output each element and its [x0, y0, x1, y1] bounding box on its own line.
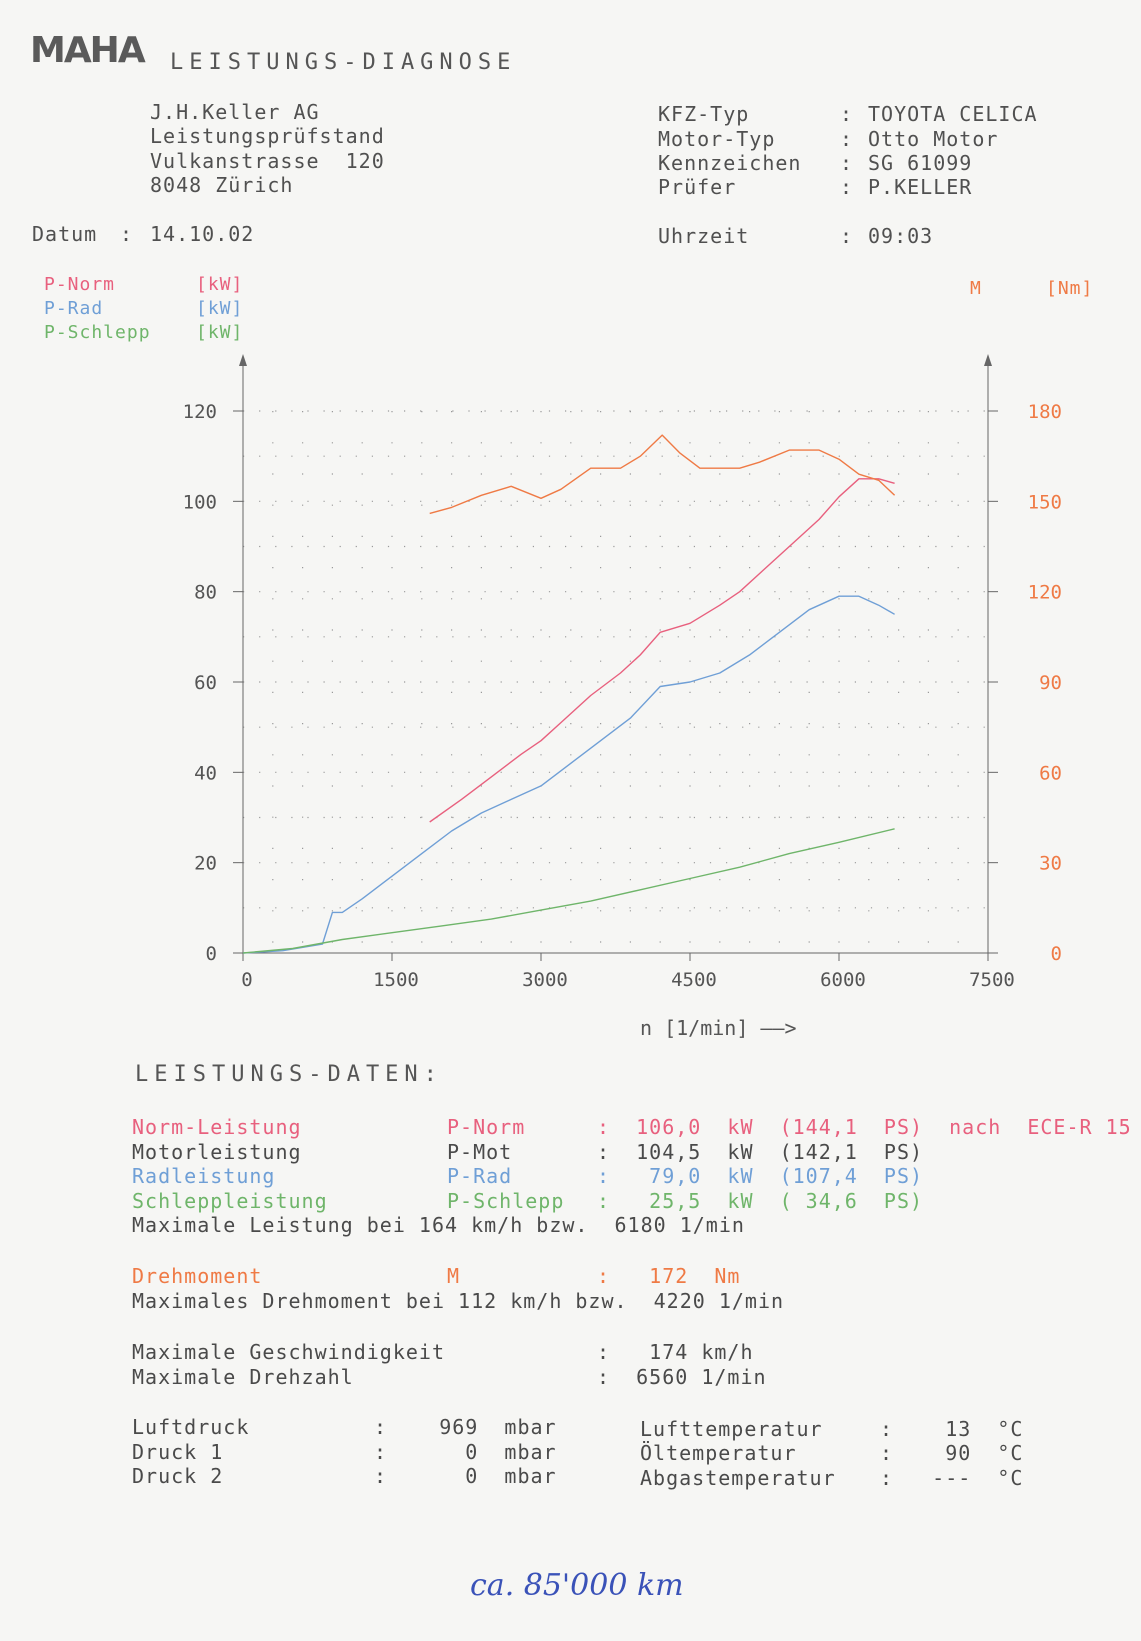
- legend-p-norm-unit: [kW]: [196, 274, 244, 295]
- field-sep: :: [120, 222, 134, 246]
- company-line-2: Leistungsprüfstand: [150, 124, 385, 148]
- legend-p-rad-name: P-Rad: [44, 298, 104, 319]
- daten-sym-norm: P-Norm: [447, 1115, 526, 1139]
- druck1-label: Druck 1: [132, 1440, 224, 1464]
- daten-value-mot: : 104,5 kW (142,1 PS): [597, 1140, 924, 1164]
- field-label-motor-typ: Motor-Typ: [658, 127, 776, 151]
- oeltemp-value: : 90 °C: [880, 1441, 1024, 1465]
- x-tick-label: 0: [241, 969, 252, 991]
- y-tick-label-left: 20: [194, 853, 217, 875]
- y-tick-label-left: 60: [194, 672, 217, 694]
- datum-value: 14.10.02: [150, 222, 255, 246]
- field-sep: :: [840, 102, 854, 126]
- lufttemp-label: Lufttemperatur: [640, 1417, 823, 1441]
- handwritten-note: ca. 85'000 km: [470, 1568, 684, 1603]
- luftdruck-label: Luftdruck: [132, 1415, 250, 1439]
- y-tick-label-left: 100: [183, 491, 217, 513]
- field-value-pruefer: P.KELLER: [868, 175, 973, 199]
- x-tick-label: 4500: [671, 969, 717, 991]
- oeltemp-label: Öltemperatur: [640, 1441, 797, 1465]
- y-axis-left-arrow: [239, 354, 247, 366]
- druck2-label: Druck 2: [132, 1464, 224, 1488]
- y-tick-label-right: 150: [1028, 491, 1062, 513]
- field-label-pruefer: Prüfer: [658, 175, 737, 199]
- field-value-kfz-typ: TOYOTA CELICA: [868, 102, 1038, 126]
- y-tick-label-left: 40: [194, 762, 217, 784]
- y-tick-label-right: 30: [1039, 853, 1062, 875]
- field-value-motor-typ: Otto Motor: [868, 127, 999, 151]
- performance-chart: 0 20 40 60 80 100 120 0 30 60 90 120 150 180 0 1500 3000…: [183, 354, 1062, 991]
- daten-value-rad: : 79,0 kW (107,4 PS): [597, 1164, 924, 1188]
- abgastemp-value: : --- °C: [880, 1466, 1024, 1490]
- y-tick-label-right: 60: [1039, 762, 1062, 784]
- legend-m-unit: [Nm]: [1046, 278, 1094, 299]
- legend-m-name: M: [970, 278, 982, 299]
- field-sep: :: [840, 224, 854, 248]
- y-tick-label-left: 0: [206, 943, 217, 965]
- x-axis-label: n [1/min] ——>: [640, 1016, 797, 1040]
- legend-p-schlepp-unit: [kW]: [196, 322, 244, 343]
- daten-label-schlepp: Schleppleistung: [132, 1189, 328, 1213]
- company-name: J.H.Keller AG: [150, 100, 320, 124]
- chart-axes: [233, 354, 998, 961]
- y-axis-right-arrow: [984, 354, 992, 366]
- y-tick-label-right: 120: [1028, 582, 1062, 604]
- field-sep: :: [840, 127, 854, 151]
- page-title: LEISTUNGS-DIAGNOSE: [170, 50, 517, 75]
- max-leistung: Maximale Leistung bei 164 km/h bzw. 6180…: [132, 1213, 745, 1237]
- series-line-p-rad: [242, 595, 895, 954]
- legend-p-schlepp-name: P-Schlepp: [44, 322, 151, 343]
- series-line-p-schlepp: [242, 828, 895, 954]
- daten-label-norm: Norm-Leistung: [132, 1115, 302, 1139]
- max-drehzahl-value: : 6560 1/min: [597, 1365, 767, 1389]
- chart-tick-labels: 0 20 40 60 80 100 120 0 30 60 90 120 150 180 0 1500 3000…: [183, 401, 1062, 991]
- luftdruck-value: : 969 mbar: [374, 1415, 557, 1439]
- lufttemp-value: : 13 °C: [880, 1417, 1024, 1441]
- max-geschw-value: : 174 km/h: [597, 1340, 754, 1364]
- legend-p-rad-unit: [kW]: [196, 298, 244, 319]
- x-tick-label: 1500: [373, 969, 419, 991]
- daten-value-schlepp: : 25,5 kW ( 34,6 PS): [597, 1189, 924, 1213]
- maha-logo: MAHA: [30, 30, 146, 71]
- field-value-kennzeichen: SG 61099: [868, 151, 973, 175]
- max-drehmoment: Maximales Drehmoment bei 112 km/h bzw. 4…: [132, 1289, 785, 1313]
- y-tick-label-left: 120: [183, 401, 217, 423]
- chart-series: [242, 434, 896, 954]
- daten-title: LEISTUNGS-DATEN:: [135, 1062, 443, 1087]
- daten-sym-mot: P-Mot: [447, 1140, 513, 1164]
- uhrzeit-value: 09:03: [868, 224, 934, 248]
- x-tick-label: 7500: [969, 969, 1015, 991]
- druck2-value: : 0 mbar: [374, 1464, 557, 1488]
- drehmoment-label: Drehmoment: [132, 1264, 263, 1288]
- y-tick-label-right: 180: [1028, 401, 1062, 423]
- field-label-kfz-typ: KFZ-Typ: [658, 102, 750, 126]
- field-sep: :: [840, 151, 854, 175]
- y-tick-label-right: 0: [1051, 943, 1062, 965]
- daten-value-norm: : 106,0 kW (144,1 PS) nach ECE-R 15: [597, 1115, 1132, 1139]
- field-label-kennzeichen: Kennzeichen: [658, 151, 802, 175]
- daten-label-mot: Motorleistung: [132, 1140, 302, 1164]
- series-line-m: [429, 434, 896, 515]
- x-tick-label: 3000: [522, 969, 568, 991]
- druck1-value: : 0 mbar: [374, 1440, 557, 1464]
- company-street: Vulkanstrasse 120: [150, 149, 385, 173]
- drehmoment-sym: M: [447, 1264, 461, 1288]
- abgastemp-label: Abgastemperatur: [640, 1466, 836, 1490]
- x-tick-label: 6000: [820, 969, 866, 991]
- y-tick-label-right: 90: [1039, 672, 1062, 694]
- daten-sym-rad: P-Rad: [447, 1164, 513, 1188]
- series-line-p-norm: [429, 478, 895, 823]
- daten-sym-schlepp: P-Schlepp: [447, 1189, 565, 1213]
- field-sep: :: [840, 175, 854, 199]
- uhrzeit-label: Uhrzeit: [658, 224, 750, 248]
- y-tick-label-left: 80: [194, 582, 217, 604]
- company-city: 8048 Zürich: [150, 173, 294, 197]
- chart-grid: [243, 410, 988, 953]
- datum-label: Datum: [32, 222, 98, 246]
- max-geschw-label: Maximale Geschwindigkeit: [132, 1340, 445, 1364]
- drehmoment-value: : 172 Nm: [597, 1264, 741, 1288]
- max-drehzahl-label: Maximale Drehzahl: [132, 1365, 354, 1389]
- legend-p-norm-name: P-Norm: [44, 274, 116, 295]
- daten-label-rad: Radleistung: [132, 1164, 276, 1188]
